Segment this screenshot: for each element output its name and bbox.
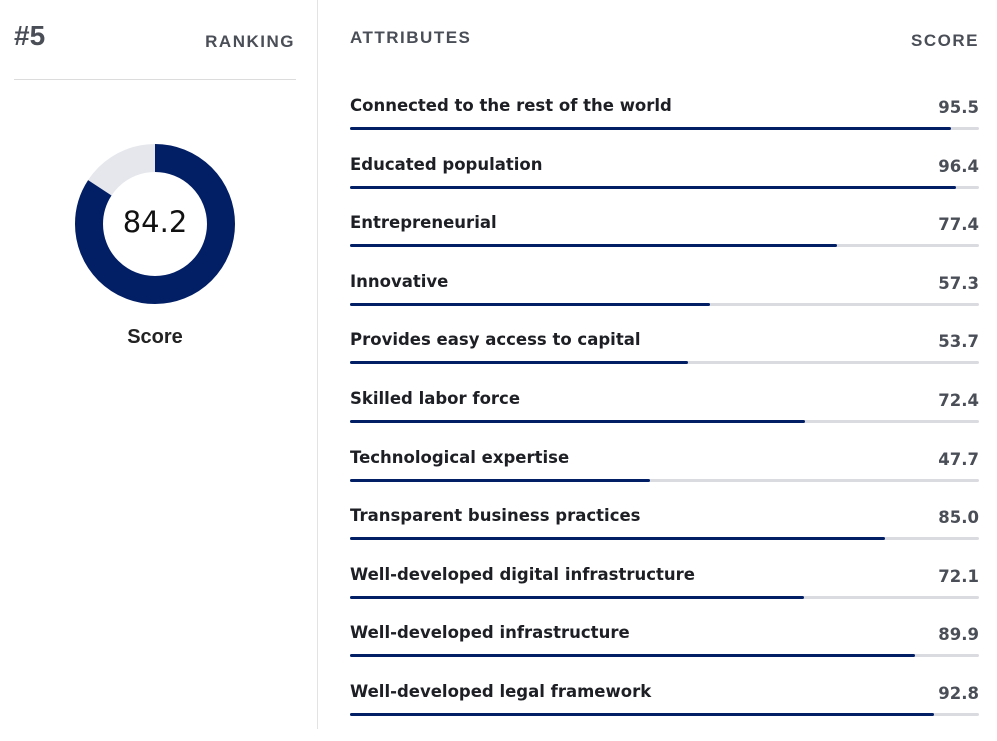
attribute-label: Technological expertise: [350, 447, 570, 467]
attribute-score: 72.4: [938, 390, 979, 410]
attribute-label: Provides easy access to capital: [350, 330, 641, 350]
rank-number: #5: [14, 20, 46, 51]
score-bar-fill: [350, 712, 934, 716]
score-bar-track: [350, 478, 979, 482]
score-bar-track: [350, 244, 979, 248]
attribute-row: Skilled labor force 72.4: [350, 389, 979, 448]
score-bar-fill: [350, 595, 804, 599]
donut-arc: [75, 144, 235, 304]
attribute-score: 95.5: [938, 98, 979, 117]
score-bar-fill: [350, 654, 916, 658]
score-bar-fill: [350, 361, 688, 365]
attribute-row: Well-developed digital infrastructure 72…: [350, 565, 979, 624]
attribute-row: Well-developed legal framework 92.8: [350, 682, 979, 741]
attribute-label: Innovative: [350, 271, 449, 291]
score-bar-track: [350, 712, 979, 716]
score-bar-track: [350, 595, 979, 599]
score-bar-track: [350, 537, 979, 541]
attribute-row: Provides easy access to capital 53.7: [350, 330, 979, 389]
attribute-score: 96.4: [938, 156, 979, 176]
attribute-score: 77.4: [938, 215, 979, 235]
attribute-score: 89.9: [938, 625, 979, 645]
score-bar-fill: [350, 478, 651, 482]
attribute-row: Transparent business practices 85.0: [350, 506, 979, 565]
score-header: SCORE: [911, 31, 979, 50]
attribute-row: Well-developed infrastructure 89.9: [350, 623, 979, 682]
attribute-label: Well-developed digital infrastructure: [350, 564, 696, 584]
divider: [14, 79, 296, 80]
attribute-label: Transparent business practices: [350, 506, 641, 526]
attribute-row: Educated population 96.4: [350, 155, 979, 214]
score-bar-fill: [350, 244, 837, 248]
ranking-panel: #5 RANKING 84.2 Score: [0, 0, 318, 729]
ranking-label: RANKING: [205, 32, 295, 51]
attribute-score: 85.0: [938, 508, 979, 528]
attribute-label: Well-developed legal framework: [350, 681, 652, 701]
attribute-score: 53.7: [938, 332, 979, 352]
attribute-score: 72.1: [938, 566, 979, 586]
attributes-header: ATTRIBUTES: [350, 28, 472, 47]
score-bar-track: [350, 127, 979, 130]
score-bar-fill: [350, 185, 957, 189]
score-label: Score: [127, 326, 183, 348]
score-bar-fill: [350, 302, 711, 306]
attribute-label: Entrepreneurial: [350, 213, 497, 233]
attribute-row: Technological expertise 47.7: [350, 448, 979, 507]
attribute-row: Innovative 57.3: [350, 272, 979, 331]
attribute-score: 92.8: [938, 683, 979, 703]
overall-score: 84.2: [122, 205, 188, 239]
score-bar-track: [350, 302, 979, 306]
attribute-score: 47.7: [938, 449, 979, 469]
attribute-label: Well-developed infrastructure: [350, 623, 630, 643]
attribute-label: Connected to the rest of the world: [350, 96, 672, 115]
attribute-row: Entrepreneurial 77.4: [350, 213, 979, 272]
score-bar-track: [350, 654, 979, 658]
attribute-label: Skilled labor force: [350, 388, 521, 408]
score-bar-track: [350, 419, 979, 423]
score-bar-fill: [350, 537, 885, 541]
score-donut: [75, 144, 235, 304]
score-bar-track: [350, 185, 979, 189]
score-bar-track: [350, 361, 979, 365]
score-bar-fill: [350, 127, 951, 130]
score-bar-fill: [350, 419, 806, 423]
attribute-row: Connected to the rest of the world 95.5: [350, 96, 979, 155]
attribute-score: 57.3: [938, 273, 979, 293]
attribute-list: Connected to the rest of the world 95.5 …: [350, 96, 979, 741]
attribute-label: Educated population: [350, 154, 543, 174]
